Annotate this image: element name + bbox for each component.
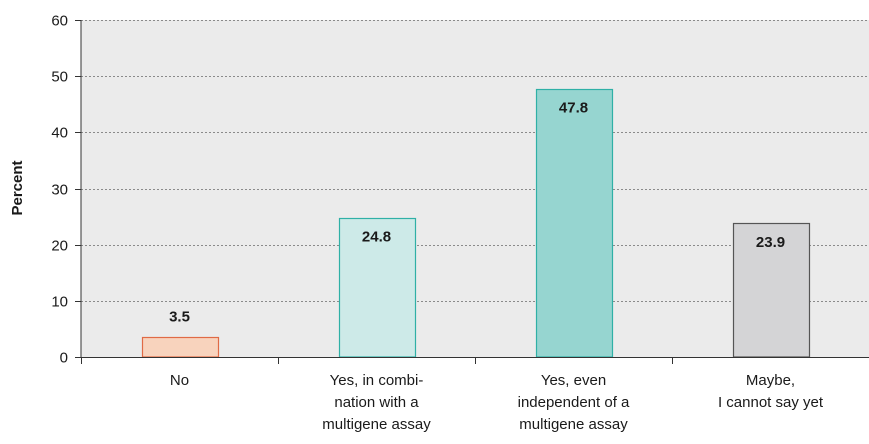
x-category-label: I cannot say yet [718,394,824,411]
y-axis-ticks: 0 10 20 30 40 50 60 [51,13,81,367]
x-category-label: No [170,372,189,389]
y-tick-label: 60 [51,13,68,30]
x-category-label: multigene assay [322,416,431,433]
y-tick-label: 20 [51,238,68,255]
data-label: 23.9 [756,234,785,251]
x-category-label: multigene assay [519,416,628,433]
bar [535,88,614,358]
y-tick-label: 40 [51,125,68,142]
bar [338,217,417,358]
x-axis-labels: No Yes, in combi-nation with a multigene a… [170,372,824,433]
y-tick-label: 0 [60,350,68,367]
x-category-label: Yes, even [541,372,606,389]
data-label: 24.8 [362,229,391,246]
x-category-label: Yes, in combi- [330,372,424,389]
data-labels: 3.5 24.8 47.8 23.9 [169,100,785,326]
data-label: 3.5 [169,308,190,325]
x-category-label: nation with a [334,394,419,411]
y-tick-label: 10 [51,294,68,311]
x-axis-ticks [81,357,673,364]
y-tick-label: 30 [51,182,68,199]
y-tick-label: 50 [51,69,68,86]
x-category-label: independent of a [518,394,630,411]
bar [141,336,220,358]
data-label: 47.8 [559,100,588,117]
x-category-label: Maybe, [746,372,795,389]
y-axis-title: Percent [9,160,26,215]
